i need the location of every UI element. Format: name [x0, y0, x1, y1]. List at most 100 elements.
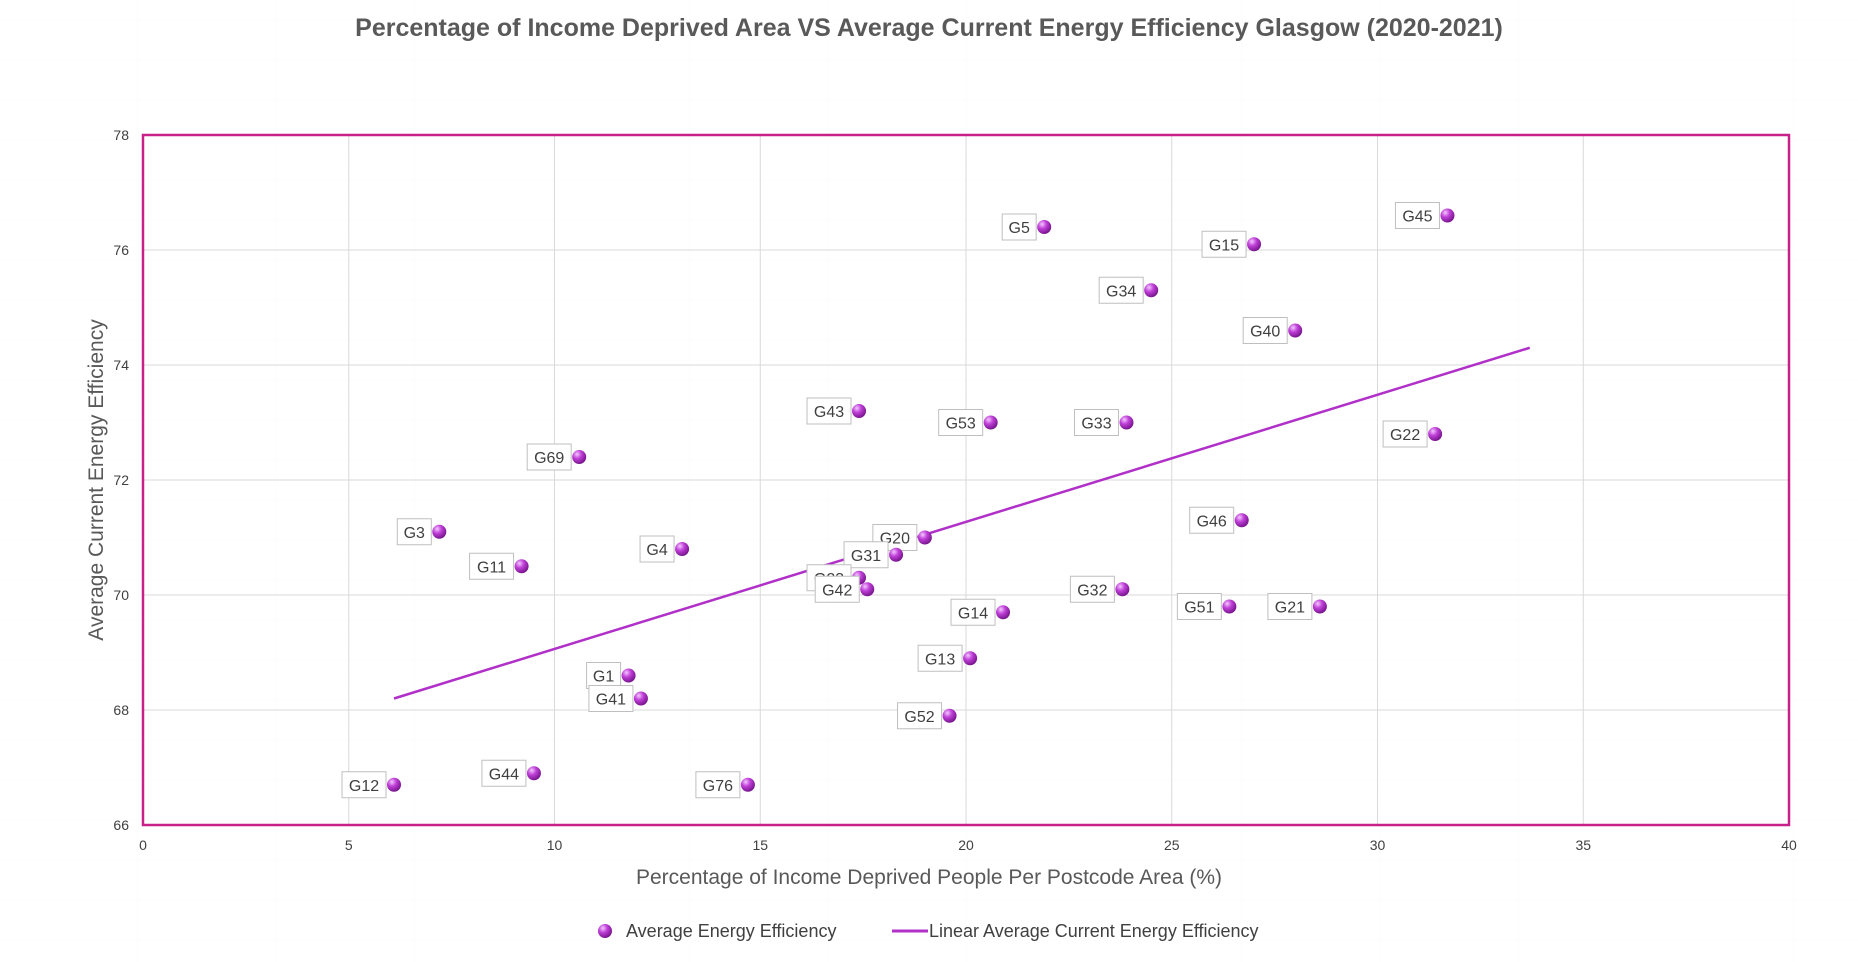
data-label-box	[1382, 420, 1428, 448]
x-tick-label: 5	[345, 837, 353, 853]
data-label-box	[639, 535, 675, 563]
scatter-marker	[1288, 323, 1303, 338]
scatter-marker	[1440, 208, 1455, 223]
scatter-marker	[514, 559, 529, 574]
scatter-marker	[917, 530, 932, 545]
y-tick-label: 72	[113, 472, 129, 488]
scatter-marker	[1428, 427, 1443, 441]
data-point: G41	[588, 685, 648, 712]
data-point: G51	[1176, 593, 1237, 620]
legend-line-label: Linear Average Current Energy Efficiency	[929, 921, 1259, 941]
y-tick-label: 78	[113, 127, 129, 143]
data-point: G69	[526, 443, 587, 471]
data-label-box	[1201, 230, 1247, 258]
x-tick-label: 15	[752, 837, 768, 853]
data-point: G42	[814, 575, 875, 603]
data-label: G46	[1197, 513, 1227, 530]
data-point: G13	[917, 644, 978, 672]
data-label-box	[341, 771, 387, 799]
data-label: G31	[851, 548, 881, 565]
scatter-marker	[387, 777, 402, 792]
data-label: G21	[1275, 600, 1305, 617]
data-label: G5	[1009, 220, 1030, 237]
data-label-box	[481, 759, 527, 787]
data-label: G69	[534, 450, 564, 467]
data-point: G32	[1069, 575, 1130, 603]
data-point: G46	[1189, 506, 1249, 534]
scatter-marker	[526, 766, 541, 781]
y-tick-label: 66	[113, 817, 129, 833]
data-label: G4	[646, 542, 667, 559]
x-tick-label: 35	[1575, 837, 1591, 853]
plot-area-border	[141, 133, 1791, 827]
data-label: G22	[1390, 427, 1420, 444]
data-label-box	[806, 397, 852, 425]
data-label: G40	[1250, 324, 1280, 341]
data-label-box	[1189, 506, 1235, 534]
data-label-box	[1394, 202, 1440, 229]
data-label: G44	[489, 766, 519, 783]
x-axis-ticks: 0 5 10 15 20 25 30 35 40	[139, 837, 1797, 853]
scatter-marker	[740, 777, 755, 792]
data-point: G3	[396, 518, 447, 546]
legend-scatter-label: Average Energy Efficiency	[626, 921, 836, 941]
y-tick-label: 74	[113, 357, 129, 373]
data-label: G41	[596, 692, 626, 709]
x-tick-label: 0	[139, 837, 147, 853]
scatter-marker	[1037, 220, 1052, 234]
data-point: G4	[639, 535, 690, 563]
plot-gridlines	[142, 134, 1790, 826]
data-point: G5	[1001, 213, 1052, 241]
data-label-box	[1098, 276, 1144, 304]
data-label-box	[843, 541, 889, 569]
data-point: G22	[1382, 420, 1443, 448]
data-point: G14	[950, 598, 1011, 626]
trendline-layer	[393, 346, 1531, 700]
scatter-marker	[852, 404, 867, 418]
data-label-box	[917, 644, 963, 672]
data-label-box	[950, 598, 996, 626]
scatter-marker	[983, 415, 998, 430]
data-label-box	[1069, 575, 1115, 603]
data-label: G33	[1081, 416, 1111, 433]
scatter-marker	[942, 708, 957, 723]
data-label-box	[1242, 317, 1288, 344]
x-tick-label: 10	[547, 837, 563, 853]
data-label-box	[396, 518, 432, 546]
data-label: G43	[814, 404, 844, 421]
data-point: G33	[1073, 409, 1134, 436]
scatter-marker	[860, 582, 875, 597]
y-axis-ticks: 66 68 70 72 74 76 78	[113, 127, 129, 833]
scatter-marker	[633, 691, 648, 706]
data-point: G45	[1394, 202, 1455, 229]
data-label: G53	[946, 416, 976, 433]
x-tick-label: 20	[958, 837, 974, 853]
data-point: G44	[481, 759, 541, 787]
scatter-marker	[1312, 599, 1327, 614]
data-point: G15	[1201, 230, 1262, 258]
data-label: G34	[1106, 283, 1136, 300]
data-label-box	[1073, 409, 1119, 436]
scatter-marker	[572, 450, 587, 464]
data-point: G11	[469, 552, 529, 580]
data-label: G13	[925, 651, 955, 668]
legend: Average Energy Efficiency Linear Average…	[598, 921, 1259, 941]
data-label: G52	[904, 709, 934, 726]
data-label: G1	[593, 669, 614, 686]
data-point: G53	[938, 409, 998, 436]
data-label: G45	[1402, 209, 1432, 226]
scatter-marker	[432, 524, 447, 539]
x-tick-label: 40	[1781, 837, 1797, 853]
data-label: G14	[958, 605, 988, 622]
scatter-marker	[1115, 582, 1130, 597]
data-label-box	[814, 575, 860, 603]
data-point: G21	[1267, 593, 1327, 620]
data-label-box	[1176, 593, 1222, 620]
data-point: G76	[695, 771, 755, 799]
scatter-marker	[1247, 237, 1262, 252]
data-label-box	[695, 771, 741, 799]
scatter-marker	[621, 668, 636, 683]
x-tick-label: 30	[1370, 837, 1386, 853]
